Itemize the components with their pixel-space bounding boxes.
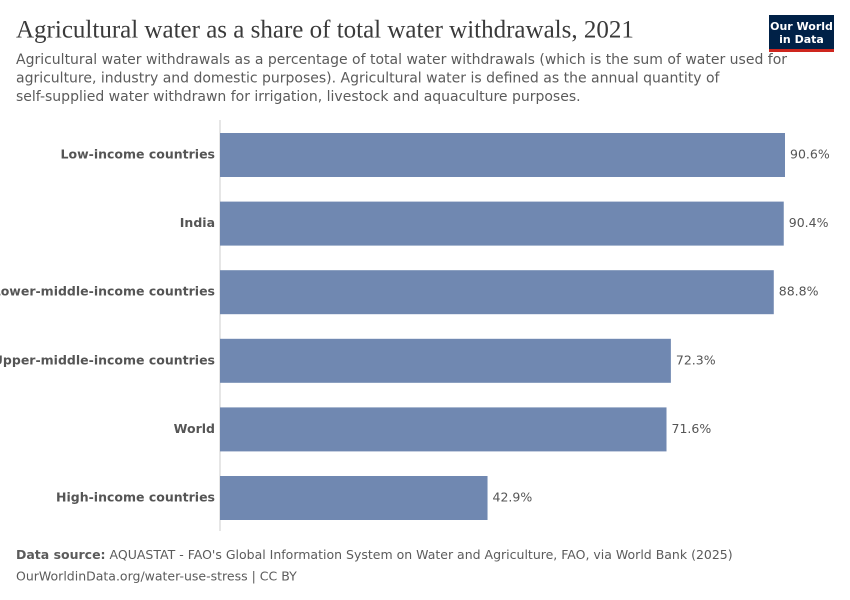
value-label: 72.3% [676,352,716,367]
chart-title: Agricultural water as a share of total w… [16,17,634,44]
subtitle: agriculture, industry and domestic purpo… [16,71,721,87]
source-label: Data source: [16,547,106,562]
value-label: 90.4% [789,215,829,230]
bar [220,133,785,177]
value-label: 42.9% [493,490,533,505]
footer: OurWorldinData.org/water-use-stress | CC… [16,569,297,584]
value-label: 71.6% [672,421,712,436]
value-label: 88.8% [779,284,819,299]
category-label: Low-income countries [61,147,215,162]
logo-text: Our World [770,20,833,33]
subtitle: self-supplied water withdrawn for irriga… [16,89,581,105]
bar [220,476,488,520]
logo-stripe [769,49,834,52]
bar [220,201,784,246]
bar [220,338,671,383]
subtitle: Agricultural water withdrawals as a perc… [16,52,787,68]
category-label: India [180,215,215,230]
source: Data source: AQUASTAT - FAO's Global Inf… [16,547,733,562]
category-label: World [174,421,215,436]
logo-text: in Data [779,33,824,46]
category-label: High-income countries [56,490,215,505]
category-label: Lower-middle-income countries [0,284,215,299]
bar [220,270,774,315]
category-label: Upper-middle-income countries [0,352,215,367]
value-label: 90.6% [790,147,830,162]
source-text: AQUASTAT - FAO's Global Information Syst… [110,547,733,562]
logo-box [769,15,834,52]
bar [220,407,667,452]
